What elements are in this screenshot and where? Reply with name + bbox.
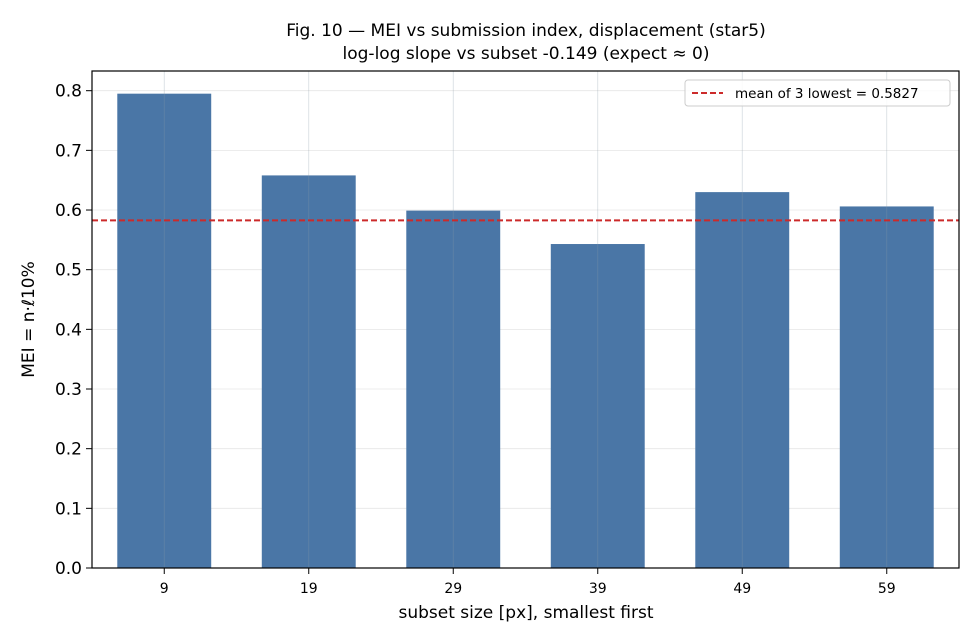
y-axis-ticks: 0.0 0.1 0.2 0.3 0.4 0.5 0.6 0.7 0.8: [55, 82, 92, 579]
bar: [261, 175, 356, 569]
y-tick-label: 0.7: [55, 141, 82, 161]
y-tick-label: 0.3: [55, 380, 82, 400]
x-tick-label: 29: [444, 581, 462, 597]
x-tick-label: 59: [878, 581, 896, 597]
chart-title: Fig. 10 — MEI vs submission index, displ…: [286, 21, 765, 41]
x-tick-label: 39: [589, 581, 607, 597]
y-tick-label: 0.2: [55, 440, 82, 460]
bar: [695, 192, 790, 568]
y-tick-label: 0.5: [55, 261, 82, 281]
y-tick-label: 0.0: [55, 559, 82, 579]
x-axis-ticks: 9 19 29 39 49 59: [160, 568, 896, 597]
x-axis-label: subset size [px], smallest first: [399, 603, 654, 623]
y-tick-label: 0.8: [55, 82, 82, 102]
y-tick-label: 0.6: [55, 201, 82, 221]
legend: mean of 3 lowest = 0.5827: [684, 79, 951, 107]
bar: [550, 244, 645, 568]
chart-subtitle: log-log slope vs subset -0.149 (expect ≈…: [343, 44, 710, 64]
grid: [92, 90, 959, 569]
x-tick-label: 49: [733, 581, 751, 597]
bar: [406, 210, 501, 568]
bar: [117, 93, 212, 568]
y-tick-label: 0.1: [55, 499, 82, 519]
plot-frame: [91, 70, 960, 569]
y-axis-label: MEI = n·ℓ10%: [19, 261, 39, 377]
legend-box: [684, 79, 951, 107]
x-tick-label: 19: [300, 581, 318, 597]
bar: [839, 206, 934, 568]
legend-entry: mean of 3 lowest = 0.5827: [735, 86, 919, 102]
y-tick-label: 0.4: [55, 320, 82, 340]
x-tick-label: 9: [160, 581, 169, 597]
bars: [117, 71, 934, 569]
